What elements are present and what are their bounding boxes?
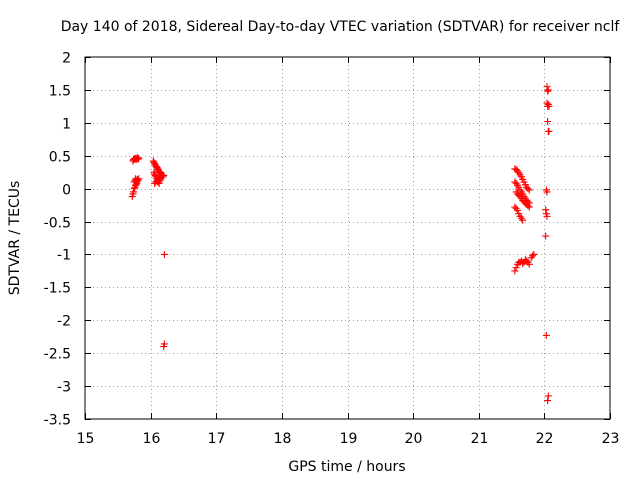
data-point-plus <box>524 185 532 193</box>
data-point-plus <box>513 206 521 214</box>
data-point-plus <box>151 171 159 179</box>
y-tick-label: -1 <box>57 248 71 264</box>
data-point-plus <box>542 331 550 339</box>
data-point-plus <box>525 260 533 268</box>
y-tick-label: -2.5 <box>44 347 71 363</box>
data-point-plus <box>135 175 143 183</box>
chart-title: Day 140 of 2018, Sidereal Day-to-day VTE… <box>61 19 621 35</box>
data-point-plus <box>511 267 519 275</box>
data-point-plus <box>134 175 141 183</box>
data-point-plus <box>525 186 533 194</box>
grid-lines <box>85 57 610 419</box>
y-tick-label: -3.5 <box>44 413 71 429</box>
y-tick-label: -0.5 <box>44 216 71 232</box>
x-tick-labels: 15 16 17 18 19 20 21 22 23 <box>77 431 620 447</box>
data-point-plus <box>160 340 168 348</box>
data-point-plus <box>158 171 166 179</box>
x-tick-label: 17 <box>208 431 226 447</box>
x-tick-label: 21 <box>471 431 489 447</box>
data-point-plus <box>132 181 140 189</box>
y-tick-label: 0 <box>62 183 71 199</box>
data-point-plus <box>135 154 143 162</box>
data-point-plus <box>130 185 138 193</box>
data-point-plus <box>524 202 532 210</box>
y-tick-labels: 2 1.5 1 0.5 0 -0.5 -1 -1.5 -2 -2.5 -3 -3.5 <box>44 51 71 429</box>
data-point-plus <box>542 206 550 214</box>
data-point-plus <box>134 155 142 163</box>
x-tick-label: 18 <box>274 431 292 447</box>
data-point-plus <box>543 212 551 220</box>
y-tick-label: 0.5 <box>49 150 71 166</box>
data-point-plus <box>519 216 527 224</box>
data-point-plus <box>544 118 552 126</box>
data-point-plus <box>157 173 165 181</box>
data-point-plus <box>542 186 550 194</box>
y-tick-label: 1 <box>62 117 71 133</box>
y-axis-label: SDTVAR / TECUs <box>7 181 23 296</box>
data-point-plus <box>544 397 552 405</box>
data-point-plus <box>544 86 552 94</box>
y-tick-label: -2 <box>57 314 71 330</box>
y-tick-label: 2 <box>62 51 71 67</box>
data-point-plus <box>544 392 552 400</box>
x-tick-label: 23 <box>602 431 620 447</box>
data-point-plus <box>544 87 552 95</box>
x-tick-label: 22 <box>536 431 554 447</box>
data-point-plus <box>160 250 168 258</box>
data-points <box>128 83 553 405</box>
x-tick-label: 19 <box>340 431 358 447</box>
x-axis-label: GPS time / hours <box>288 459 405 475</box>
data-point-plus <box>519 260 527 268</box>
data-point-plus <box>545 127 553 135</box>
x-tick-label: 15 <box>77 431 95 447</box>
data-point-plus <box>525 203 533 211</box>
data-point-plus <box>130 188 138 196</box>
axis-ticks <box>85 57 611 420</box>
data-point-plus <box>529 252 537 260</box>
data-point-plus <box>543 83 551 91</box>
data-point-plus <box>542 232 550 240</box>
y-tick-label: 1.5 <box>49 84 71 100</box>
y-tick-label: -3 <box>57 380 71 396</box>
data-point-plus <box>545 102 553 110</box>
data-point-plus <box>530 250 538 258</box>
y-tick-label: -1.5 <box>44 281 71 297</box>
plot-frame <box>84 56 611 420</box>
data-point-plus <box>134 154 141 162</box>
data-point-plus <box>133 179 141 187</box>
data-point-plus <box>512 264 520 272</box>
x-tick-label: 20 <box>405 431 423 447</box>
x-tick-label: 16 <box>143 431 161 447</box>
